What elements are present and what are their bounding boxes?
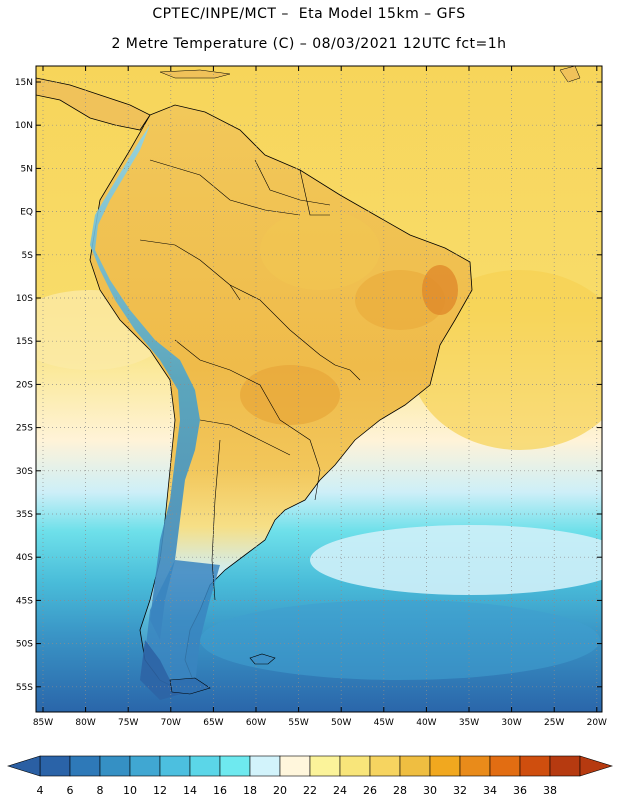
colorbar-swatch [519, 755, 551, 777]
colorbar-swatch [309, 755, 341, 777]
lon-label: 50W [331, 718, 351, 728]
lon-label: 40W [416, 718, 436, 728]
lat-label: 10N [15, 121, 33, 131]
central-america-land [36, 77, 151, 131]
colorbar-label: 38 [543, 784, 557, 797]
lat-label: 15N [15, 78, 33, 88]
colorbar-label: 22 [303, 784, 317, 797]
colorbar-swatch [429, 755, 461, 777]
lon-label: 70W [161, 718, 181, 728]
patagonia-cold [145, 560, 220, 690]
colorbar-swatch [189, 755, 221, 777]
colorbar-label: 6 [67, 784, 74, 797]
colorbar-swatch [369, 755, 401, 777]
lon-label: 35W [459, 718, 479, 728]
lon-label: 55W [288, 718, 308, 728]
temperature-map: 15N 10N 5N EQ 5S 10S 15S 20S 25S 30S 35S 40S 45S 50S 5… [15, 65, 607, 728]
colorbar-swatch [489, 755, 521, 777]
colorbar-swatch [399, 755, 431, 777]
colorbar-label: 16 [213, 784, 227, 797]
colorbar-label: 20 [273, 784, 287, 797]
colorbar-swatch [39, 755, 71, 777]
map-title-line-1: CPTEC/INPE/MCT – Eta Model 15km – GFS [152, 6, 466, 22]
lat-label: 25S [16, 424, 33, 434]
colorbar-swatch [159, 755, 191, 777]
colorbar-label: 8 [97, 784, 104, 797]
map-title-line-2: 2 Metre Temperature (C) – 08/03/2021 12U… [111, 36, 507, 52]
colorbar-swatch [249, 755, 281, 777]
lon-label: 80W [75, 718, 95, 728]
lat-label: 5S [22, 251, 34, 261]
map-frame [35, 65, 603, 713]
colorbar-label: 24 [333, 784, 347, 797]
colorbar-swatch [459, 755, 491, 777]
lat-label: 20S [16, 380, 33, 390]
colorbar-swatch [339, 755, 371, 777]
lon-label: 85W [33, 718, 53, 728]
lon-label: 75W [118, 718, 138, 728]
colorbar-label: 30 [423, 784, 437, 797]
falkland-islands [249, 653, 276, 665]
andes-cold-strip [90, 125, 200, 640]
colorbar-swatch [129, 755, 161, 777]
lat-label: 40S [16, 553, 33, 563]
colorbar-swatch [549, 755, 581, 777]
lon-label: 20W [587, 718, 607, 728]
lat-label: 55S [16, 683, 33, 693]
lat-label: 15S [16, 337, 33, 347]
colorbar-label: 36 [513, 784, 527, 797]
colorbar-label: 10 [123, 784, 137, 797]
colorbar-label: 28 [393, 784, 407, 797]
colorbar-label: 32 [453, 784, 467, 797]
tierra-del-fuego [169, 677, 211, 695]
lon-label: 30W [501, 718, 521, 728]
lon-label: 45W [374, 718, 394, 728]
lon-label: 65W [203, 718, 223, 728]
lat-label: 45S [16, 596, 33, 606]
colorbar-label: 18 [243, 784, 257, 797]
longitude-labels: 85W 80W 75W 70W 65W 60W 55W 50W 45W 40W 35W 30W 25W 2… [33, 718, 607, 728]
colorbar-swatch [69, 755, 101, 777]
colorbar-swatch [219, 755, 251, 777]
colorbar-swatch [99, 755, 131, 777]
color-bar: 4 6 8 10 12 14 16 18 20 22 24 26 28 30 32 34 36 38 [6, 755, 614, 797]
colorbar-label: 26 [363, 784, 377, 797]
colorbar-right-arrow [579, 755, 614, 777]
lon-label: 25W [544, 718, 564, 728]
colorbar-label: 34 [483, 784, 497, 797]
colorbar-label: 14 [183, 784, 197, 797]
latitude-labels: 15N 10N 5N EQ 5S 10S 15S 20S 25S 30S 35S 40S 45S 50S 5… [15, 78, 33, 693]
colorbar-swatch [279, 755, 311, 777]
colorbar-left-arrow [6, 755, 41, 777]
hot-region-paraguay [240, 365, 340, 425]
colorbar-label: 12 [153, 784, 167, 797]
lat-label: EQ [20, 208, 33, 218]
colorbar-label: 4 [37, 784, 44, 797]
lon-label: 60W [246, 718, 266, 728]
lat-label: 35S [16, 510, 33, 520]
lat-label: 5N [21, 164, 33, 174]
lat-label: 10S [16, 294, 33, 304]
lat-label: 30S [16, 467, 33, 477]
lat-label: 50S [16, 640, 33, 650]
